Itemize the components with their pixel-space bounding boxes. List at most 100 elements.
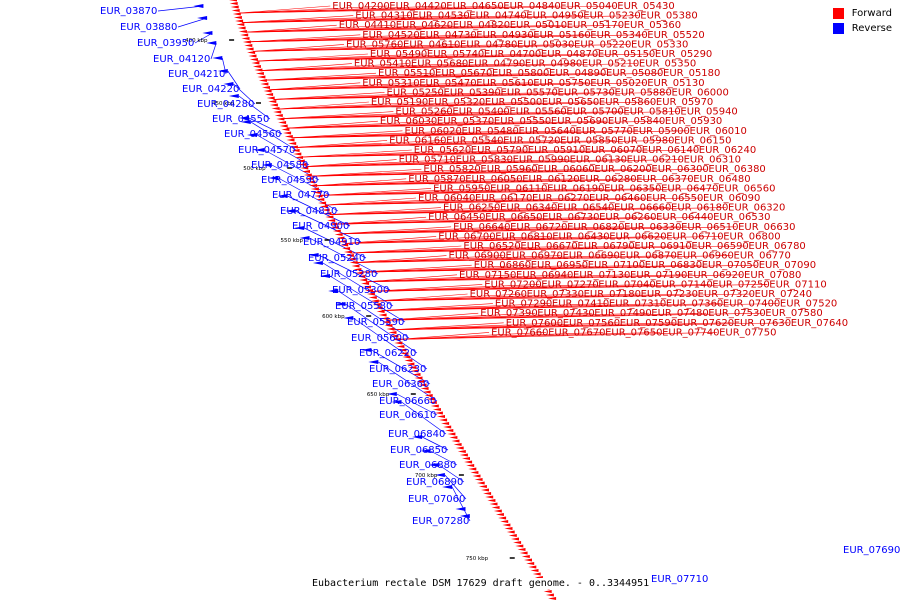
forward-gene-label: EUR_05320 [428, 97, 485, 108]
forward-feature [236, 23, 245, 26]
forward-feature [265, 93, 274, 96]
forward-feature [257, 75, 266, 79]
forward-gene-label: EUR_05020 [590, 78, 647, 89]
forward-feature [439, 418, 448, 422]
forward-gene-label: EUR_04420 [389, 1, 446, 12]
forward-gene-label: EUR_06640 [453, 222, 510, 233]
reverse-gene-label: EUR_07690 [843, 545, 900, 556]
forward-feature [252, 65, 261, 68]
reverse-leader [421, 436, 449, 451]
reverse-gene-label: EUR_04900 [292, 221, 349, 232]
forward-gene-label: EUR_05180 [663, 68, 720, 79]
reverse-feature [254, 148, 265, 152]
reverse-feature [312, 261, 323, 265]
reverse-gene-label: EUR_04580 [251, 160, 308, 171]
forward-gene-label: EUR_06460 [589, 193, 646, 204]
forward-feature [378, 313, 387, 317]
forward-gene-label: EUR_06330 [624, 222, 681, 233]
forward-gene-label: EUR_06620 [609, 231, 666, 242]
reverse-feature [217, 69, 228, 73]
forward-feature [255, 72, 264, 75]
forward-gene-label: EUR_04740 [469, 11, 526, 22]
forward-feature [483, 492, 492, 495]
forward-gene-label: EUR_04620 [396, 20, 453, 31]
forward-feature [305, 177, 314, 180]
legend-reverse: Reverse [832, 23, 892, 34]
reverse-leader [256, 134, 310, 166]
forward-gene-label: EUR_04820 [453, 20, 510, 31]
forward-feature [374, 306, 383, 310]
forward-leader [260, 63, 637, 71]
forward-leader [392, 322, 504, 331]
forward-swatch [832, 8, 844, 19]
forward-feature [254, 68, 263, 72]
reverse-feature [343, 316, 354, 320]
forward-gene-label: EUR_05130 [647, 78, 704, 89]
forward-leader [269, 82, 418, 91]
forward-feature [521, 555, 530, 558]
forward-feature [323, 212, 332, 215]
forward-gene-label: EUR_06730 [542, 212, 599, 223]
reverse-feature [228, 94, 239, 98]
forward-feature [400, 352, 409, 355]
forward-feature [506, 530, 515, 534]
forward-feature [394, 341, 403, 345]
forward-feature [284, 135, 293, 138]
reverse-gene-label: EUR_07060 [408, 494, 465, 505]
forward-leader [305, 159, 682, 167]
reverse-feature [386, 392, 397, 396]
forward-feature [300, 166, 309, 170]
forward-leader [329, 207, 442, 215]
forward-gene-label: EUR_05550 [494, 116, 551, 127]
forward-gene-label: EUR_05720 [503, 135, 560, 146]
reverse-gene-label: EUR_06360 [372, 379, 429, 390]
forward-gene-label: EUR_04200 [332, 1, 389, 12]
reverse-gene-label: EUR_05600 [351, 333, 408, 344]
forward-leader [335, 216, 712, 225]
forward-gene-label: EUR_05330 [631, 39, 688, 50]
forward-gene-label: EUR_05930 [665, 116, 722, 127]
forward-gene-label: EUR_06150 [674, 135, 731, 146]
forward-gene-label: EUR_06190 [547, 183, 604, 194]
forward-gene-label: EUR_05380 [640, 11, 697, 22]
reverse-gene-label: EUR_06850 [390, 445, 447, 456]
forward-leader [324, 197, 702, 206]
forward-gene-label: EUR_06340 [500, 203, 557, 214]
forward-gene-label: EUR_06480 [693, 174, 750, 185]
forward-gene-label: EUR_06070 [585, 145, 642, 156]
forward-leader [256, 53, 368, 62]
forward-gene-label: EUR_05980 [617, 135, 674, 146]
reverse-feature [420, 449, 431, 453]
reverse-gene-label: EUR_05590 [347, 317, 404, 328]
forward-feature [230, 5, 239, 9]
forward-gene-label: EUR_06470 [661, 183, 718, 194]
forward-leader [398, 332, 490, 340]
forward-feature [500, 520, 509, 523]
forward-gene-label: EUR_07530 [708, 308, 765, 319]
forward-feature [357, 275, 366, 278]
forward-feature [390, 334, 399, 338]
forward-leader [350, 245, 462, 254]
forward-gene-label: EUR_07270 [541, 279, 598, 290]
forward-gene-label: EUR_05350 [639, 59, 696, 70]
forward-feature [263, 89, 272, 93]
forward-gene-label: EUR_05960 [480, 164, 537, 175]
forward-feature [237, 26, 246, 30]
forward-leader [245, 24, 622, 33]
reverse-leader [318, 254, 391, 291]
forward-feature [293, 152, 302, 156]
reverse-feature [294, 226, 305, 230]
forward-feature [532, 572, 541, 576]
forward-gene-label: EUR_05840 [608, 116, 665, 127]
reverse-gene-label: EUR_06230 [369, 364, 426, 375]
forward-feature [382, 320, 391, 324]
forward-gene-label: EUR_07390 [480, 308, 537, 319]
forward-gene-label: EUR_05900 [633, 126, 690, 137]
forward-gene-label: EUR_04530 [412, 11, 469, 22]
forward-gene-label: EUR_06280 [579, 174, 636, 185]
forward-gene-label: EUR_07080 [744, 270, 801, 281]
forward-gene-label: EUR_06770 [734, 251, 791, 262]
forward-feature [289, 145, 298, 149]
forward-feature [266, 96, 275, 100]
forward-feature [493, 509, 502, 513]
